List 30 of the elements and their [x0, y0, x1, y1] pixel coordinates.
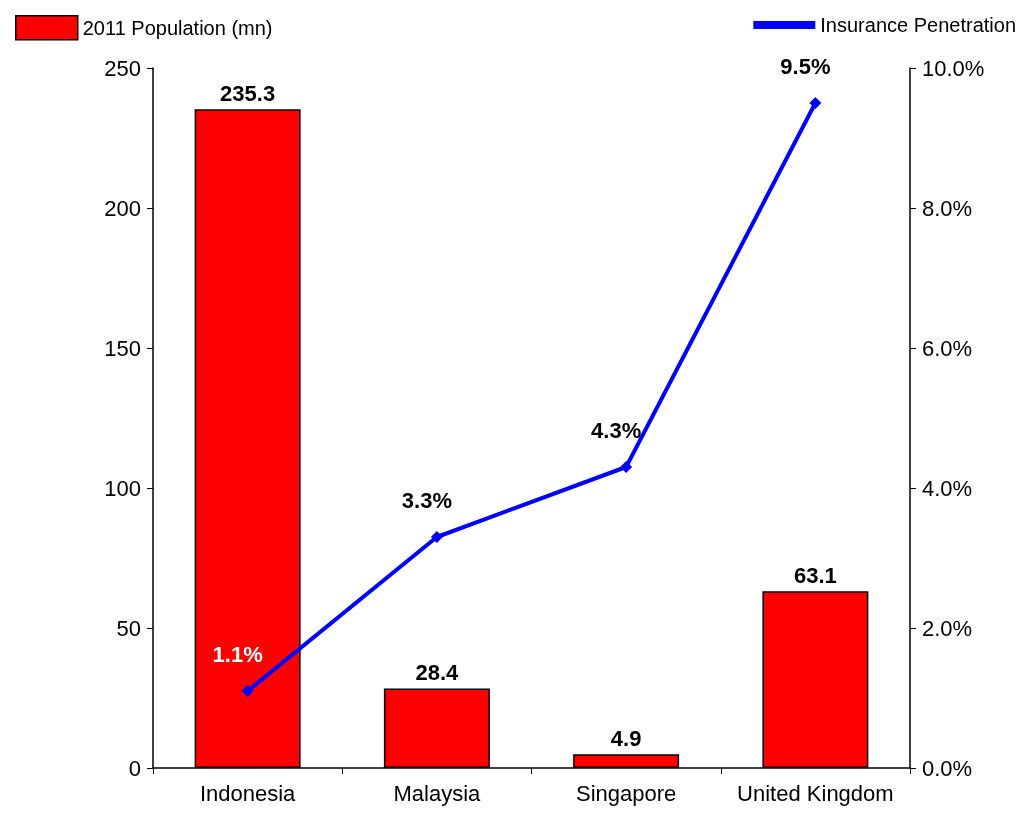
y-tick-label: 100 — [104, 475, 141, 501]
y-tick-label: 150 — [104, 335, 141, 361]
y2-tick-label: 8.0% — [922, 195, 973, 221]
y2-tick-label: 4.0% — [922, 475, 973, 501]
y-tick-label: 250 — [104, 55, 141, 81]
y-tick-label: 50 — [116, 615, 141, 641]
y2-tick-label: 2.0% — [922, 615, 973, 641]
data-label: 4.9 — [610, 725, 642, 751]
y2-tick-label: 0.0% — [922, 755, 973, 781]
data-label: 3.3% — [401, 487, 452, 513]
x-tick-label: Singapore — [575, 780, 677, 806]
point — [809, 97, 822, 109]
data-label: 63.1 — [793, 562, 837, 588]
x-tick-label: Malaysia — [393, 780, 482, 806]
y2-tick-label: 6.0% — [922, 335, 973, 361]
data-label: 235.3 — [220, 80, 276, 106]
y-tick-label: 0 — [128, 755, 141, 781]
data-label: 28.4 — [415, 659, 460, 685]
x-tick-label: Indonesia — [199, 780, 297, 806]
legend-label: 2011 Population (mn) — [82, 16, 273, 39]
legend-label: Insurance Penetration — [820, 14, 1016, 36]
point — [430, 531, 443, 543]
point — [620, 461, 633, 473]
data-label: 9.5% — [780, 53, 831, 79]
point — [241, 685, 254, 697]
data-label: 4.3% — [591, 417, 642, 443]
y2-tick-label: 10.0% — [922, 55, 985, 81]
x-tick-label: United Kingdom — [737, 780, 894, 806]
data-label: 1.1% — [212, 641, 263, 667]
y-tick-label: 200 — [104, 195, 141, 221]
